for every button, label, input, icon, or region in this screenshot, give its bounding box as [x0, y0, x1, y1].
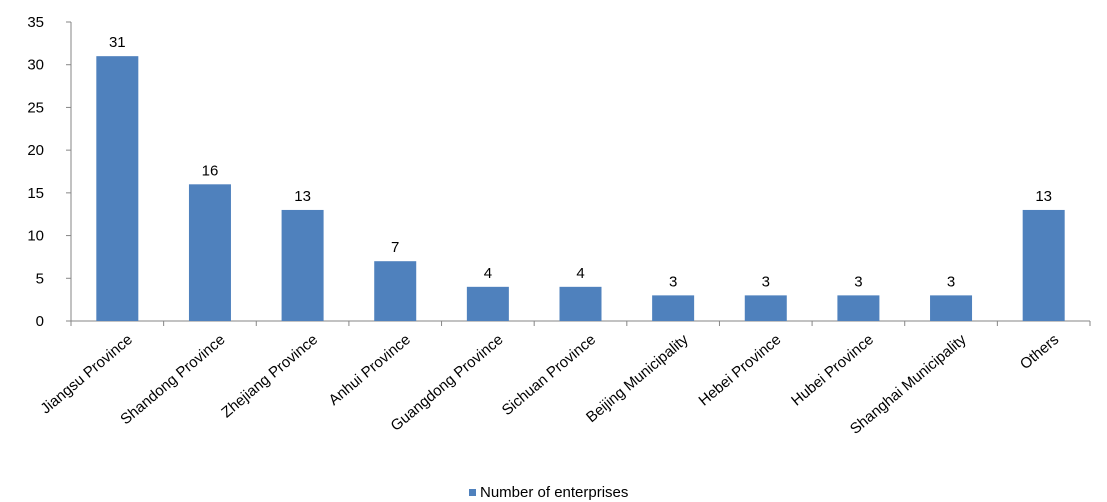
data-label: 3 [854, 273, 862, 290]
y-tick-label: 15 [27, 185, 44, 202]
legend-label: Number of enterprises [480, 484, 628, 501]
bar [930, 295, 973, 321]
bar [188, 184, 231, 321]
bar [1022, 209, 1065, 321]
data-label: 3 [669, 273, 677, 290]
x-category-label: Anhui Province [326, 331, 414, 409]
data-label: 7 [391, 239, 399, 256]
y-tick-label: 0 [36, 313, 44, 330]
chart-data-labels: 31 16 13 7 4 4 3 3 3 3 13 [109, 34, 1052, 290]
data-label: 16 [202, 162, 219, 179]
bar [374, 261, 417, 321]
y-tick-label: 20 [27, 142, 44, 159]
data-label: 3 [947, 273, 955, 290]
bar [559, 286, 602, 321]
y-tick-label: 25 [27, 99, 44, 116]
data-label: 3 [762, 273, 770, 290]
data-label: 13 [1035, 188, 1052, 205]
y-tick-label: 35 [27, 14, 44, 31]
x-category-label: Zhejiang Province [218, 331, 321, 421]
x-category-label: Others [1017, 331, 1062, 373]
x-category-label: Beijing Municipality [583, 331, 692, 426]
legend-swatch [469, 489, 476, 496]
x-category-label: Hebei Province [695, 331, 784, 409]
bar [837, 295, 880, 321]
x-category-label: Sichuan Province [499, 331, 599, 419]
chart-bars [96, 56, 1065, 322]
bar [96, 56, 139, 322]
bar [466, 286, 509, 321]
data-label: 4 [576, 265, 584, 282]
bar [652, 295, 695, 321]
bar [281, 209, 324, 321]
x-category-label: Hubei Province [788, 331, 877, 409]
chart-legend: Number of enterprises [469, 484, 628, 501]
y-tick-label: 10 [27, 228, 44, 245]
data-label: 13 [294, 188, 311, 205]
chart-axes: 0 5 10 15 20 25 30 35 [27, 14, 1091, 330]
data-label: 4 [484, 265, 492, 282]
y-tick-label: 5 [36, 270, 44, 287]
bar [744, 295, 787, 321]
x-category-label: Jiangsu Province [37, 331, 135, 417]
y-tick-label: 30 [27, 57, 44, 74]
data-label: 31 [109, 34, 126, 51]
